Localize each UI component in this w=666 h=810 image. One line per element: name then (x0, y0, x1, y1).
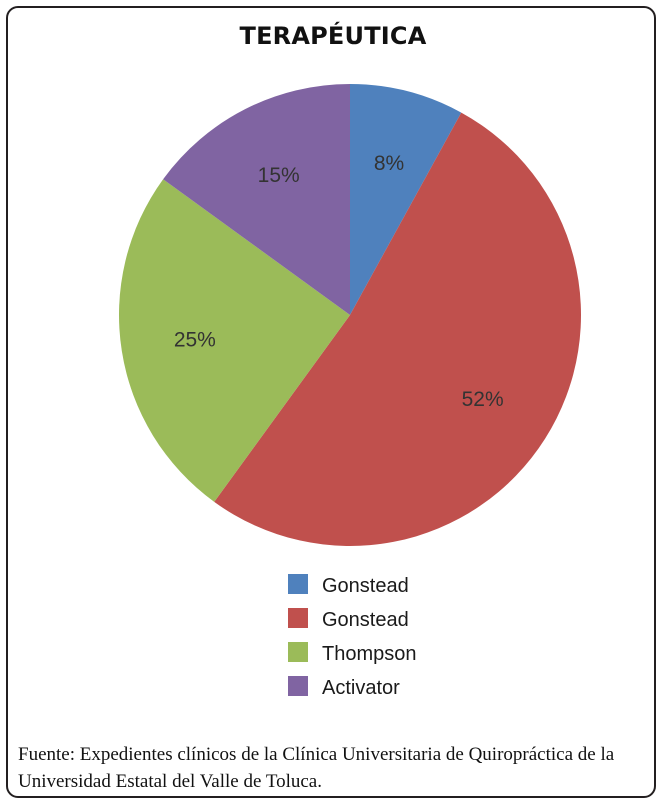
legend-label: Gonstead (322, 575, 409, 597)
legend-swatch (288, 642, 308, 662)
pie-slice-activator-3 (163, 84, 350, 315)
pie-slice-thompson-2 (118, 179, 350, 502)
chart-title: TERAPÉUTICA (239, 22, 427, 50)
pie-slice-gonstead-0 (350, 84, 462, 315)
slice-data-label: 52% (462, 388, 504, 411)
slice-data-label: 25% (174, 329, 216, 352)
slice-data-label: 15% (258, 164, 300, 187)
legend-swatch (288, 574, 308, 594)
source-note: Fuente: Expedientes clínicos de la Clíni… (18, 744, 615, 792)
legend-swatch (288, 608, 308, 628)
legend-label: Thompson (322, 643, 417, 665)
slice-data-label: 8% (374, 152, 404, 175)
legend-label: Activator (322, 677, 400, 699)
legend-label: Gonstead (322, 609, 409, 631)
pie-slice-gonstead-1 (214, 112, 581, 546)
legend-swatch (288, 676, 308, 696)
